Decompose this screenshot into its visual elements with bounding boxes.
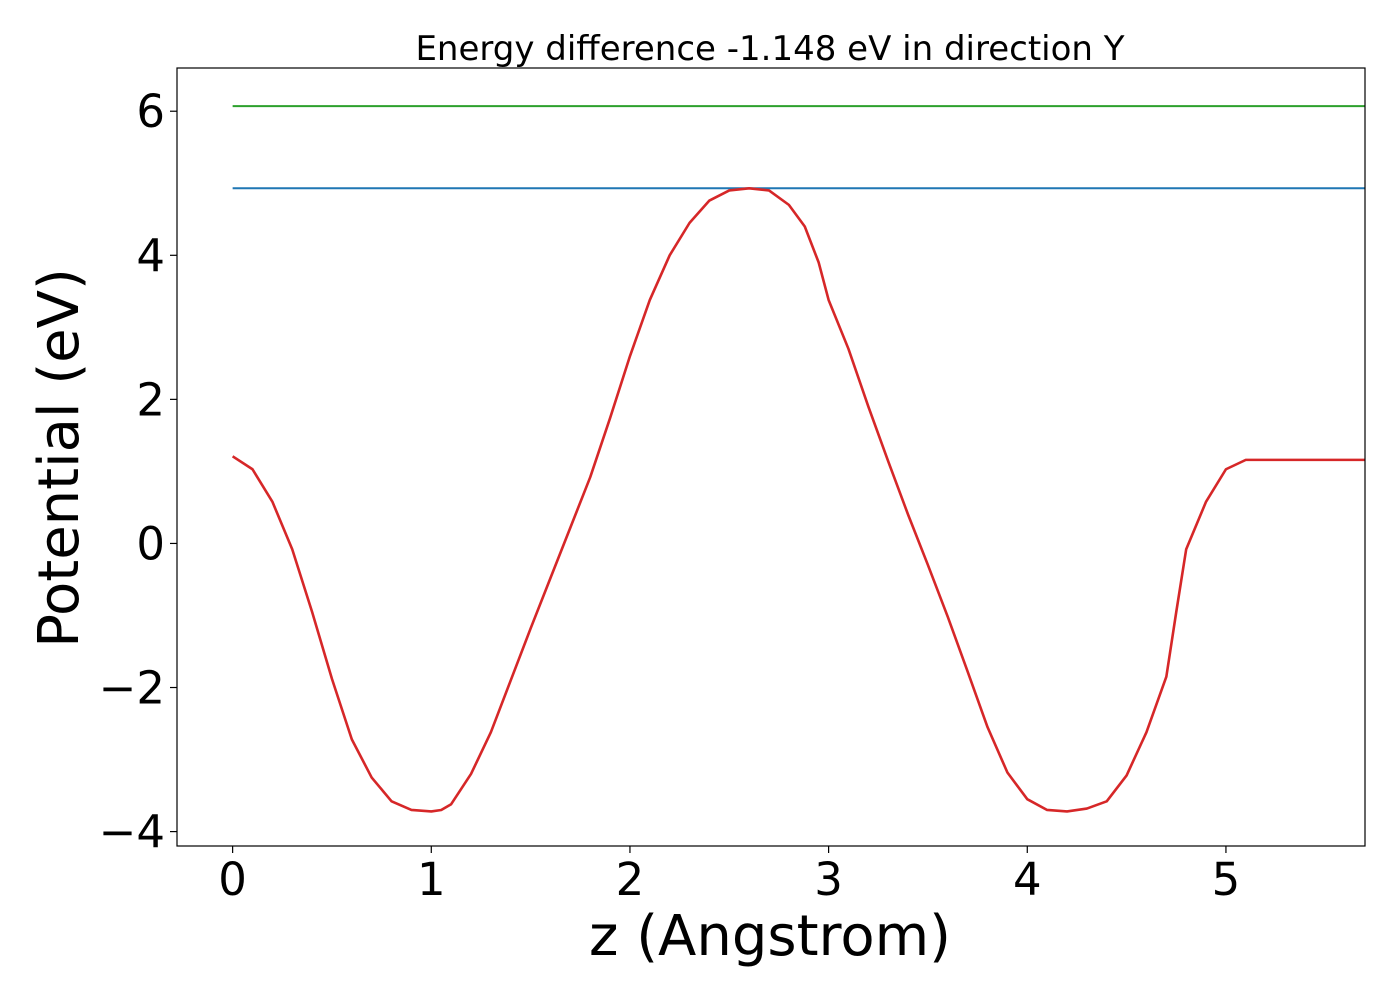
y-tick-label: 6 — [136, 85, 165, 138]
y-tick-label: 0 — [136, 517, 165, 570]
x-tick-label: 5 — [1212, 853, 1241, 906]
potential-curve — [231, 187, 1365, 813]
x-tick-label: 2 — [616, 853, 645, 906]
x-axis-label: z (Angstrom) — [589, 904, 951, 969]
chart-title: Energy difference -1.148 eV in direction… — [415, 29, 1124, 69]
plot-lines — [231, 105, 1365, 813]
y-axis-label: Potential (eV) — [27, 268, 92, 648]
x-tick-label: 1 — [417, 853, 446, 906]
y-axis-ticks: −4 −2 0 2 4 6 — [99, 85, 177, 859]
y-tick-label: −4 — [99, 806, 165, 859]
y-tick-label: −2 — [99, 662, 165, 715]
plot-frame — [176, 67, 1366, 847]
x-tick-label: 4 — [1013, 853, 1042, 906]
y-tick-label: 4 — [136, 229, 165, 282]
x-axis-ticks: 0 1 2 3 4 5 — [218, 846, 1240, 906]
x-tick-label: 0 — [218, 853, 247, 906]
y-tick-label: 2 — [136, 373, 165, 426]
x-tick-label: 3 — [814, 853, 843, 906]
